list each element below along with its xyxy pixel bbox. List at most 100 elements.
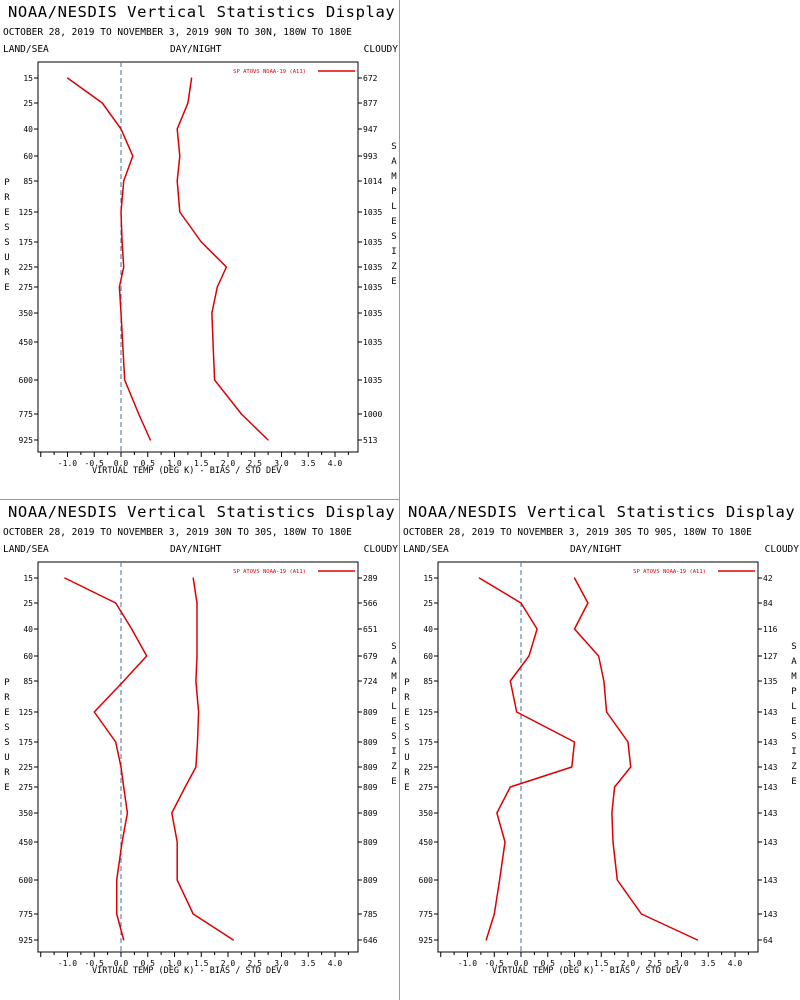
series-point [528, 655, 530, 657]
series-line-bias [67, 77, 152, 441]
sample-size-label: 809 [363, 738, 378, 747]
series-point [611, 812, 613, 814]
sample-size-label: 135 [763, 677, 778, 686]
sample-size-label: 672 [363, 74, 378, 83]
y-tick-label: 450 [19, 838, 34, 847]
series-point [267, 439, 269, 441]
header-cloudy: CLOUDY [764, 544, 799, 555]
series-point [120, 211, 122, 213]
sample-size-label: 809 [363, 838, 378, 847]
x-tick-label: -0.5 [485, 959, 504, 968]
x-axis-title: VIRTUAL TEMP (DEG K) - BIAS / STD DEV [92, 966, 282, 976]
chart-plot: -1.0 -0.5 0.0 0.5 1.0 1.5 2.0 2.5 3.0 3.5 4.0 15 672… [19, 61, 382, 468]
y-tick-label: 85 [423, 677, 433, 686]
x-tick-label: 0.0 [514, 959, 529, 968]
series-point [216, 286, 218, 288]
y-tick-label: 925 [419, 936, 434, 945]
plot-frame [437, 561, 759, 953]
series-point [120, 766, 122, 768]
y-tick-label: 60 [23, 652, 33, 661]
y-tick-label: 225 [19, 263, 34, 272]
sample-size-label: 143 [763, 783, 778, 792]
sample-size-label: 877 [363, 99, 378, 108]
x-tick-label: 2.0 [221, 959, 236, 968]
series-point [630, 766, 632, 768]
y-tick-label: 600 [19, 876, 34, 885]
series-point [115, 602, 117, 604]
x-tick-label: 4.0 [328, 459, 343, 468]
series-point [187, 102, 189, 104]
y-tick-label: 85 [23, 677, 33, 686]
sample-size-label: 947 [363, 125, 378, 134]
legend-label: SP ATOVS NOAA-19 (A11) [233, 569, 306, 575]
sample-size-label: 1035 [363, 309, 382, 318]
series-point [122, 341, 124, 343]
sample-size-label: 1014 [363, 177, 382, 186]
sample-size-label: 646 [363, 936, 378, 945]
series-point [179, 155, 181, 157]
series-point [149, 439, 152, 441]
y-tick-label: 25 [23, 599, 33, 608]
y-tick-label: 40 [23, 625, 33, 634]
x-tick-label: -1.0 [458, 959, 477, 968]
sample-size-label: 993 [363, 152, 378, 161]
series-point [195, 680, 197, 682]
x-tick-label: 0.0 [114, 459, 129, 468]
x-tick-label: 3.5 [701, 959, 716, 968]
x-tick-label: 4.0 [328, 959, 343, 968]
y-tick-label: 15 [423, 574, 433, 583]
series-point [499, 879, 501, 881]
plot-frame [37, 561, 359, 953]
chart-title: NOAA/NESDIS Vertical Statistics Display [408, 503, 796, 521]
y-tick-label: 925 [19, 436, 34, 445]
series-point [478, 577, 480, 579]
x-tick-label: 1.0 [567, 959, 582, 968]
y-tick-label: 600 [19, 376, 34, 385]
series-point [138, 413, 140, 415]
y-tick-label: 450 [19, 338, 34, 347]
y-tick-label: 775 [19, 910, 34, 919]
series-point [93, 711, 95, 713]
x-tick-label: 3.0 [674, 959, 689, 968]
series-point [573, 741, 576, 743]
series-point [211, 312, 213, 314]
series-point [126, 812, 129, 814]
y-tick-label: 125 [19, 208, 34, 217]
x-axis-title: VIRTUAL TEMP (DEG K) - BIAS / STD DEV [492, 966, 682, 976]
header-land-sea: LAND/SEA [3, 44, 49, 55]
series-point [240, 413, 242, 415]
series-line-std-dev [176, 77, 269, 441]
chart-title: NOAA/NESDIS Vertical Statistics Display [8, 3, 396, 21]
series-point [196, 628, 198, 630]
x-tick-label: 0.5 [541, 959, 556, 968]
sample-size-label: 84 [763, 599, 773, 608]
series-point [196, 602, 198, 604]
series-point [197, 711, 200, 713]
sample-size-label: 143 [763, 838, 778, 847]
series-point [118, 286, 120, 288]
x-tick-label: 1.5 [594, 959, 609, 968]
series-point [192, 913, 194, 915]
x-tick-label: 0.5 [141, 459, 156, 468]
chart-subtitle: OCTOBER 28, 2019 TO NOVEMBER 3, 2019 90N… [3, 27, 352, 38]
series-point [116, 879, 118, 881]
chart-plot: -1.0 -0.5 0.0 0.5 1.0 1.5 2.0 2.5 3.0 3.5 4.0 15 42 2… [419, 561, 778, 968]
series-point [120, 312, 122, 314]
series-point [606, 711, 608, 713]
series-point [191, 77, 193, 79]
chart-panel-south: NOAA/NESDIS Vertical Statistics Display … [400, 500, 800, 1000]
header-land-sea: LAND/SEA [3, 544, 49, 555]
chart-panel-north: NOAA/NESDIS Vertical Statistics Display … [0, 0, 400, 500]
series-point [573, 628, 576, 630]
sample-size-label: 1035 [363, 238, 382, 247]
series-point [196, 655, 198, 657]
x-tick-label: 2.5 [248, 459, 263, 468]
sample-size-label: 289 [363, 574, 378, 583]
y-tick-label: 125 [419, 708, 434, 717]
y-tick-label: 775 [19, 410, 34, 419]
y-tick-label: 925 [19, 936, 34, 945]
